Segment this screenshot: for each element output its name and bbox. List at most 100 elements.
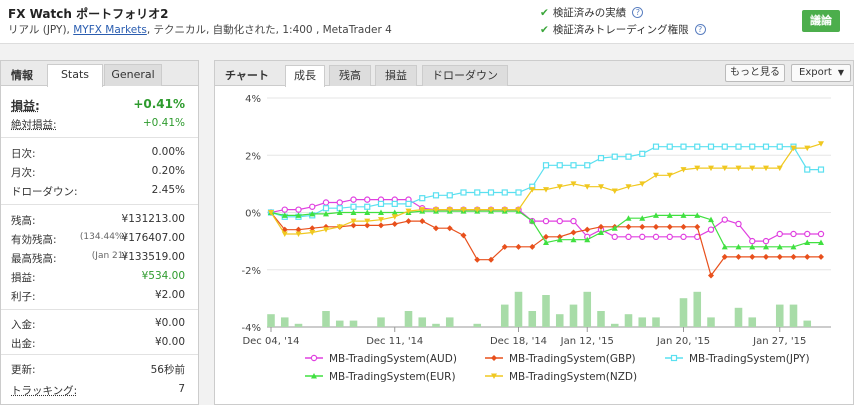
data-point <box>529 218 536 224</box>
tab-profit[interactable]: 損益 <box>375 65 417 86</box>
data-point <box>391 200 398 208</box>
data-point <box>405 218 412 225</box>
updated-value: 56秒前 <box>150 364 185 376</box>
data-point <box>790 145 797 152</box>
data-point <box>804 145 811 152</box>
data-point <box>694 223 701 230</box>
verified-trading-privileges: ✔ 検証済みトレーディング権限? <box>540 22 706 37</box>
divider <box>1 309 198 310</box>
gain-label[interactable]: 損益: <box>11 99 40 113</box>
legend-label: MB-TradingSystem(AUD) <box>329 353 457 365</box>
data-point <box>749 165 756 172</box>
data-point <box>721 253 728 260</box>
export-button[interactable]: Export ▼ <box>791 64 851 82</box>
data-point <box>570 217 577 225</box>
volume-bar <box>789 304 798 327</box>
drawdown-row: ドローダウン: 2.45% <box>11 184 185 198</box>
volume-bar <box>542 295 550 327</box>
data-point <box>721 165 728 172</box>
broker-link[interactable]: MYFX Markets <box>73 24 147 36</box>
tab-stats[interactable]: Stats <box>47 64 103 87</box>
withdrawals-value: ¥0.00 <box>154 336 185 348</box>
tracking-label[interactable]: トラッキング: <box>11 385 78 397</box>
monthly-row: 月次: 0.20% <box>11 165 185 179</box>
data-point <box>652 233 660 241</box>
data-point <box>543 187 549 193</box>
data-point <box>515 243 522 250</box>
data-point <box>694 212 701 218</box>
volume-bar <box>267 314 275 327</box>
data-point <box>281 212 288 218</box>
y-tick-label: 0% <box>245 209 261 220</box>
data-point <box>350 196 357 203</box>
subtitle-pre: リアル (JPY), <box>8 24 74 36</box>
growth-chart: 4% 2% 0% -2% -4% Dec 04, '14 Dec 11, '14 Dec 18… <box>242 94 831 383</box>
legend-label: MB-TradingSystem(JPY) <box>689 353 810 365</box>
data-point <box>433 207 439 213</box>
deposits-row: 入金: ¥0.00 <box>11 317 185 331</box>
data-point <box>378 209 384 215</box>
data-point <box>680 212 687 218</box>
x-tick-label: Jan 12, '15 <box>560 336 614 347</box>
verified-trading-label: 検証済みトレーディング権限 <box>552 24 689 36</box>
volume-bar <box>432 323 440 327</box>
volume-bar <box>322 311 330 327</box>
data-point <box>611 188 618 195</box>
interest-label: 利子: <box>11 291 36 303</box>
data-point <box>460 232 467 239</box>
abs-gain-label[interactable]: 絶対損益: <box>11 119 57 131</box>
data-point <box>762 237 770 245</box>
discuss-button[interactable]: 議論 <box>802 10 840 32</box>
withdrawals-row: 出金: ¥0.00 <box>11 336 185 350</box>
data-point <box>804 253 811 260</box>
tab-growth[interactable]: 成長 <box>285 65 325 87</box>
help-icon[interactable]: ? <box>632 7 644 18</box>
header: FX Watch ポートフォリオ2 リアル (JPY), MYFX Market… <box>0 0 854 44</box>
data-point <box>487 189 495 196</box>
data-point <box>611 153 618 160</box>
data-point <box>556 236 563 243</box>
balance-label: 残高: <box>11 215 36 227</box>
tab-drawdown[interactable]: ドローダウン <box>422 65 508 86</box>
help-icon[interactable]: ? <box>694 24 706 35</box>
data-point <box>680 143 687 150</box>
interest-row: 利子: ¥2.00 <box>11 289 185 303</box>
portfolio-title: FX Watch ポートフォリオ2 <box>8 7 169 21</box>
data-point <box>625 184 632 190</box>
data-point <box>763 243 769 250</box>
x-tick-label: Dec 11, '14 <box>366 336 423 347</box>
data-point <box>336 224 343 230</box>
data-point <box>818 253 824 260</box>
data-point <box>598 184 604 190</box>
x-tick-label: Dec 18, '14 <box>490 336 547 347</box>
data-point <box>460 207 467 213</box>
data-point <box>268 210 274 216</box>
data-point <box>680 167 687 173</box>
data-point <box>721 216 728 223</box>
data-point <box>491 355 497 361</box>
data-point <box>639 223 646 230</box>
volume-bar <box>473 323 482 327</box>
data-point <box>474 207 481 213</box>
abs-gain-row: 絶対損益: +0.41% <box>11 117 185 131</box>
balance-value: ¥131213.00 <box>121 213 185 225</box>
data-point <box>694 143 701 150</box>
data-point <box>776 243 783 250</box>
data-point <box>364 196 371 203</box>
data-point <box>584 236 591 243</box>
y-tick-label: -2% <box>242 266 261 277</box>
data-point <box>790 243 797 250</box>
volume-bar <box>624 314 633 327</box>
volume-bar <box>679 298 688 327</box>
data-point <box>474 189 481 196</box>
verified-record-label: 検証済みの実績 <box>552 7 627 19</box>
data-point <box>804 239 811 246</box>
data-point <box>295 212 302 218</box>
tab-general[interactable]: General <box>104 64 162 86</box>
tab-balance[interactable]: 残高 <box>329 65 371 86</box>
data-point <box>570 229 577 236</box>
data-point <box>542 162 550 169</box>
more-button[interactable]: もっと見る <box>725 64 785 82</box>
data-point <box>515 207 522 213</box>
data-point <box>501 243 508 250</box>
